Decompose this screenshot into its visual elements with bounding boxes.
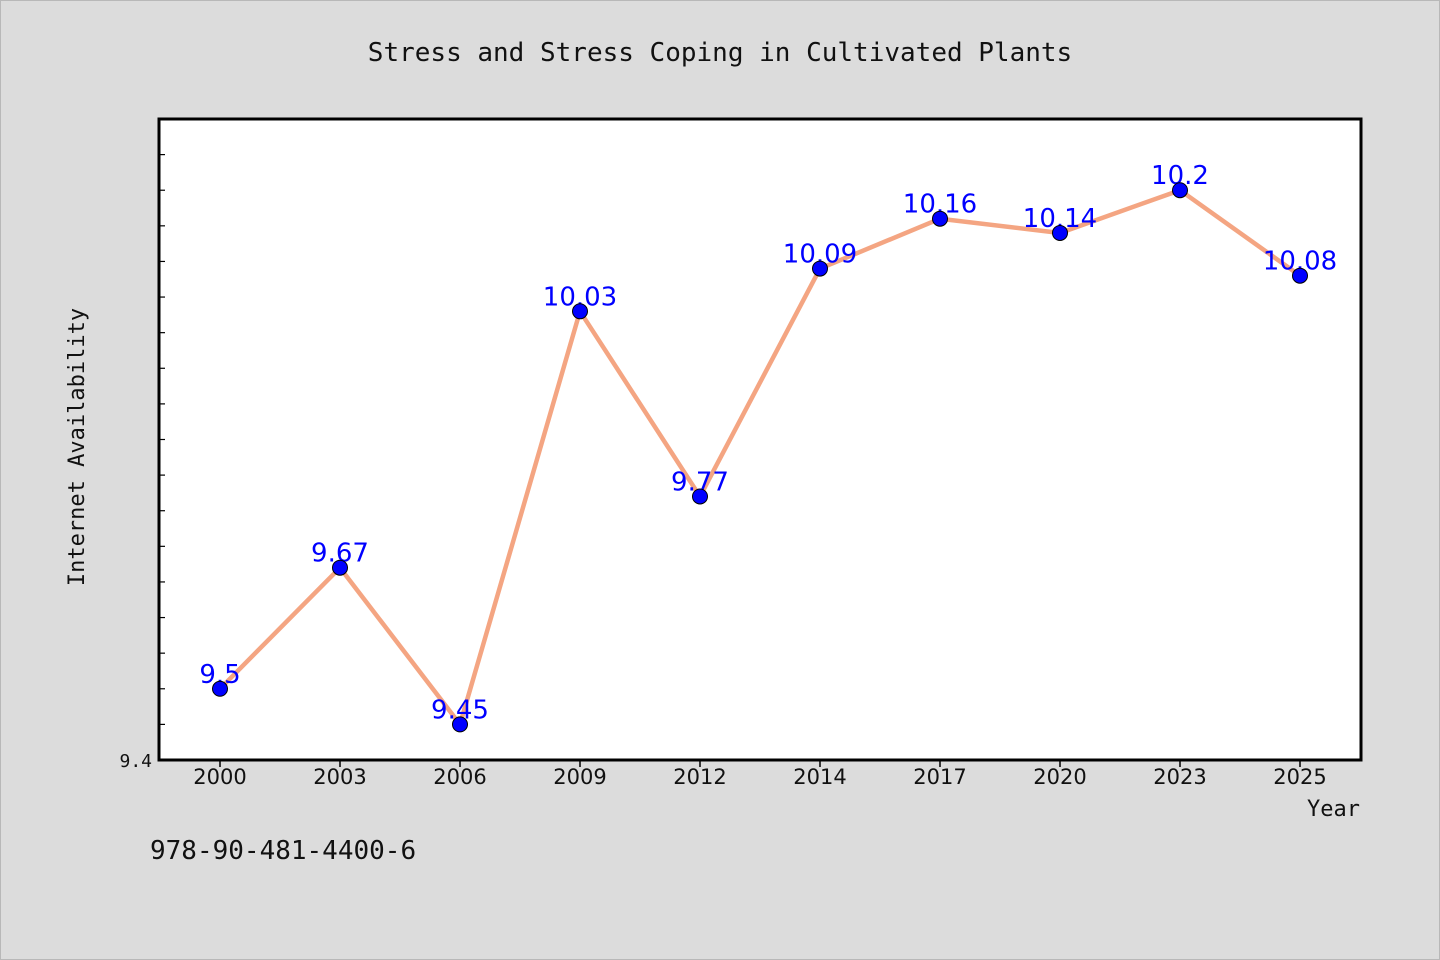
x-axis-title: Year bbox=[1307, 797, 1360, 822]
x-axis: 2000 2003 2006 2009 2012 2014 2017 2020 2023 2025 bbox=[193, 760, 1327, 789]
y-axis-title: Internet Availability bbox=[65, 308, 90, 586]
x-tick-label: 2020 bbox=[1033, 765, 1086, 789]
x-tick-label: 2023 bbox=[1153, 765, 1206, 789]
x-tick-label: 2017 bbox=[913, 765, 966, 789]
plot-area bbox=[157, 117, 1363, 762]
x-tick-label: 2000 bbox=[193, 765, 246, 789]
chart-title: Stress and Stress Coping in Cultivated P… bbox=[368, 38, 1072, 68]
x-tick-label: 2025 bbox=[1273, 765, 1326, 789]
isbn-text: 978-90-481-4400-6 bbox=[150, 836, 417, 866]
data-point bbox=[1052, 224, 1068, 241]
data-point bbox=[812, 260, 828, 277]
x-tick-label: 2012 bbox=[673, 765, 726, 789]
data-point bbox=[452, 716, 468, 733]
y-tick-label: 9.4 bbox=[119, 751, 152, 772]
data-point bbox=[572, 303, 588, 320]
data-point bbox=[1172, 182, 1188, 199]
data-point bbox=[932, 210, 948, 227]
data-point bbox=[1292, 267, 1308, 284]
data-point bbox=[332, 559, 348, 576]
x-tick-label: 2006 bbox=[433, 765, 486, 789]
x-tick-label: 2003 bbox=[313, 765, 366, 789]
x-tick-label: 2014 bbox=[793, 765, 846, 789]
y-axis-ticks bbox=[159, 154, 165, 725]
x-tick-label: 2009 bbox=[553, 765, 606, 789]
data-point bbox=[212, 680, 228, 697]
data-point bbox=[692, 488, 708, 505]
series-line bbox=[217, 187, 1303, 727]
